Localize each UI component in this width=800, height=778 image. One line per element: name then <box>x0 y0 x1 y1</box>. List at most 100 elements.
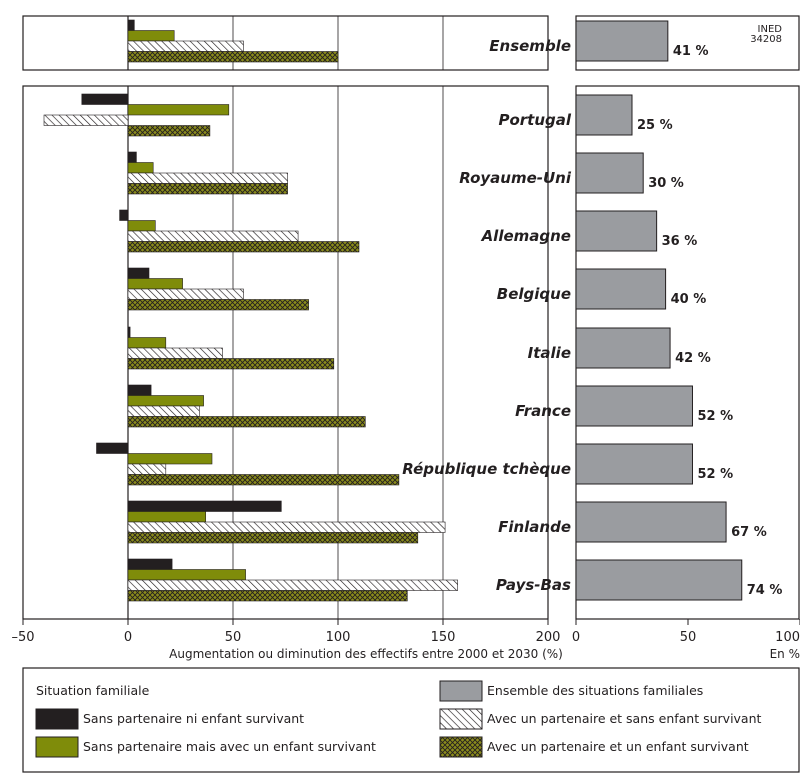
axis-ticks: –50 0 50 100 150 200 Augmentation ou diminutio… <box>11 619 800 661</box>
legend-swatch-s4 <box>439 736 483 758</box>
bar-s1 <box>127 151 137 163</box>
right-axis-label: En % <box>770 647 800 661</box>
bar-s4 <box>127 358 335 370</box>
country-label: France <box>515 402 571 420</box>
legend-label-s1: Sans partenaire ni enfant survivant <box>83 711 304 726</box>
country-label: Belgique <box>497 285 571 303</box>
bar-s2 <box>127 278 183 290</box>
legend-label-total: Ensemble des situations familiales <box>487 683 703 698</box>
bar-s1 <box>127 500 282 512</box>
change-bars <box>43 19 459 602</box>
tick-label: 100 <box>326 630 351 645</box>
bar-s3 <box>127 172 288 184</box>
legend: Situation familiale Ensemble des situatio… <box>22 667 800 773</box>
bar-s4 <box>127 416 366 428</box>
bar-s1 <box>127 558 173 570</box>
source-label-2: 34208 <box>750 34 782 45</box>
legend-label-s2: Sans partenaire mais avec un enfant surv… <box>83 739 376 754</box>
share-bar <box>575 559 743 601</box>
country-label: Ensemble <box>489 37 571 55</box>
tick-label: 0 <box>124 630 132 645</box>
bar-s3 <box>127 463 167 475</box>
bar-s2 <box>127 395 204 407</box>
bar-s4 <box>127 125 211 137</box>
bar-s1 <box>127 19 135 31</box>
country-label: Finlande <box>498 518 571 536</box>
bar-s2 <box>127 569 246 581</box>
bar-s3 <box>127 579 459 591</box>
bar-s3 <box>127 347 223 359</box>
bar-s4 <box>127 532 419 544</box>
share-label: 41 % <box>673 44 709 59</box>
bar-s1 <box>127 384 152 396</box>
bar-s1 <box>96 442 129 454</box>
bar-s2 <box>127 104 230 116</box>
share-label: 40 % <box>671 292 707 307</box>
share-label: 52 % <box>697 409 733 424</box>
legend-swatch-s3 <box>439 708 483 730</box>
bar-s2 <box>127 162 154 174</box>
bar-s3 <box>127 405 200 417</box>
top-left-panel <box>22 15 549 71</box>
tick-label: 50 <box>225 630 242 645</box>
source-label-1: INED <box>758 24 783 35</box>
country-label: Allemagne <box>481 227 571 245</box>
legend-swatch-s1 <box>35 708 79 730</box>
share-bar <box>575 152 644 194</box>
share-bar <box>575 443 693 485</box>
tick-label: 150 <box>431 630 456 645</box>
bar-s1 <box>81 93 129 105</box>
share-bar <box>575 20 669 62</box>
share-label: 36 % <box>662 234 698 249</box>
bar-s2 <box>127 30 175 42</box>
bar-s3 <box>127 288 244 300</box>
legend-title: Situation familiale <box>36 683 150 698</box>
legend-swatch-s2 <box>35 736 79 758</box>
bar-s2 <box>127 453 213 465</box>
share-label: 74 % <box>747 583 783 598</box>
bar-s4 <box>127 241 360 253</box>
bar-s3 <box>127 521 446 533</box>
bottom-left-panel <box>22 85 549 620</box>
share-bar <box>575 327 671 369</box>
legend-label-s4: Avec un partenaire et un enfant survivan… <box>487 739 749 754</box>
share-label: 25 % <box>637 118 673 133</box>
share-bar <box>575 210 658 252</box>
tick-label: 100 <box>775 630 800 645</box>
bar-s1 <box>127 326 131 338</box>
bar-s3 <box>127 230 299 242</box>
tick-label: 0 <box>572 630 580 645</box>
legend-swatch-total <box>439 680 483 702</box>
bar-s2 <box>127 220 156 232</box>
country-label: Royaume-Uni <box>459 169 572 187</box>
country-label: Portugal <box>498 111 571 129</box>
bar-s4 <box>127 474 400 486</box>
share-label: 42 % <box>675 351 711 366</box>
share-label: 30 % <box>648 176 684 191</box>
bar-s1 <box>119 209 129 221</box>
bar-s3 <box>127 40 244 52</box>
bar-s4 <box>127 590 408 602</box>
bar-s4 <box>127 183 288 195</box>
bar-s2 <box>127 337 167 349</box>
country-label: Italie <box>528 344 571 362</box>
bar-s4 <box>127 51 339 63</box>
bar-s3 <box>43 114 129 126</box>
share-label: 67 % <box>731 525 767 540</box>
tick-label: 200 <box>536 630 561 645</box>
legend-label-s3: Avec un partenaire et sans enfant surviv… <box>487 711 762 726</box>
bar-s4 <box>127 299 309 311</box>
legend-box <box>22 667 800 773</box>
share-bar <box>575 94 633 136</box>
country-label: République tchèque <box>402 460 571 478</box>
tick-label: 50 <box>680 630 697 645</box>
bar-s2 <box>127 511 206 523</box>
share-bar <box>575 385 693 427</box>
bar-s1 <box>127 267 150 279</box>
left-axis-label: Augmentation ou diminution des effectifs… <box>169 647 563 661</box>
country-label: Pays-Bas <box>496 576 571 594</box>
tick-label: –50 <box>11 630 34 645</box>
share-bar <box>575 268 667 310</box>
